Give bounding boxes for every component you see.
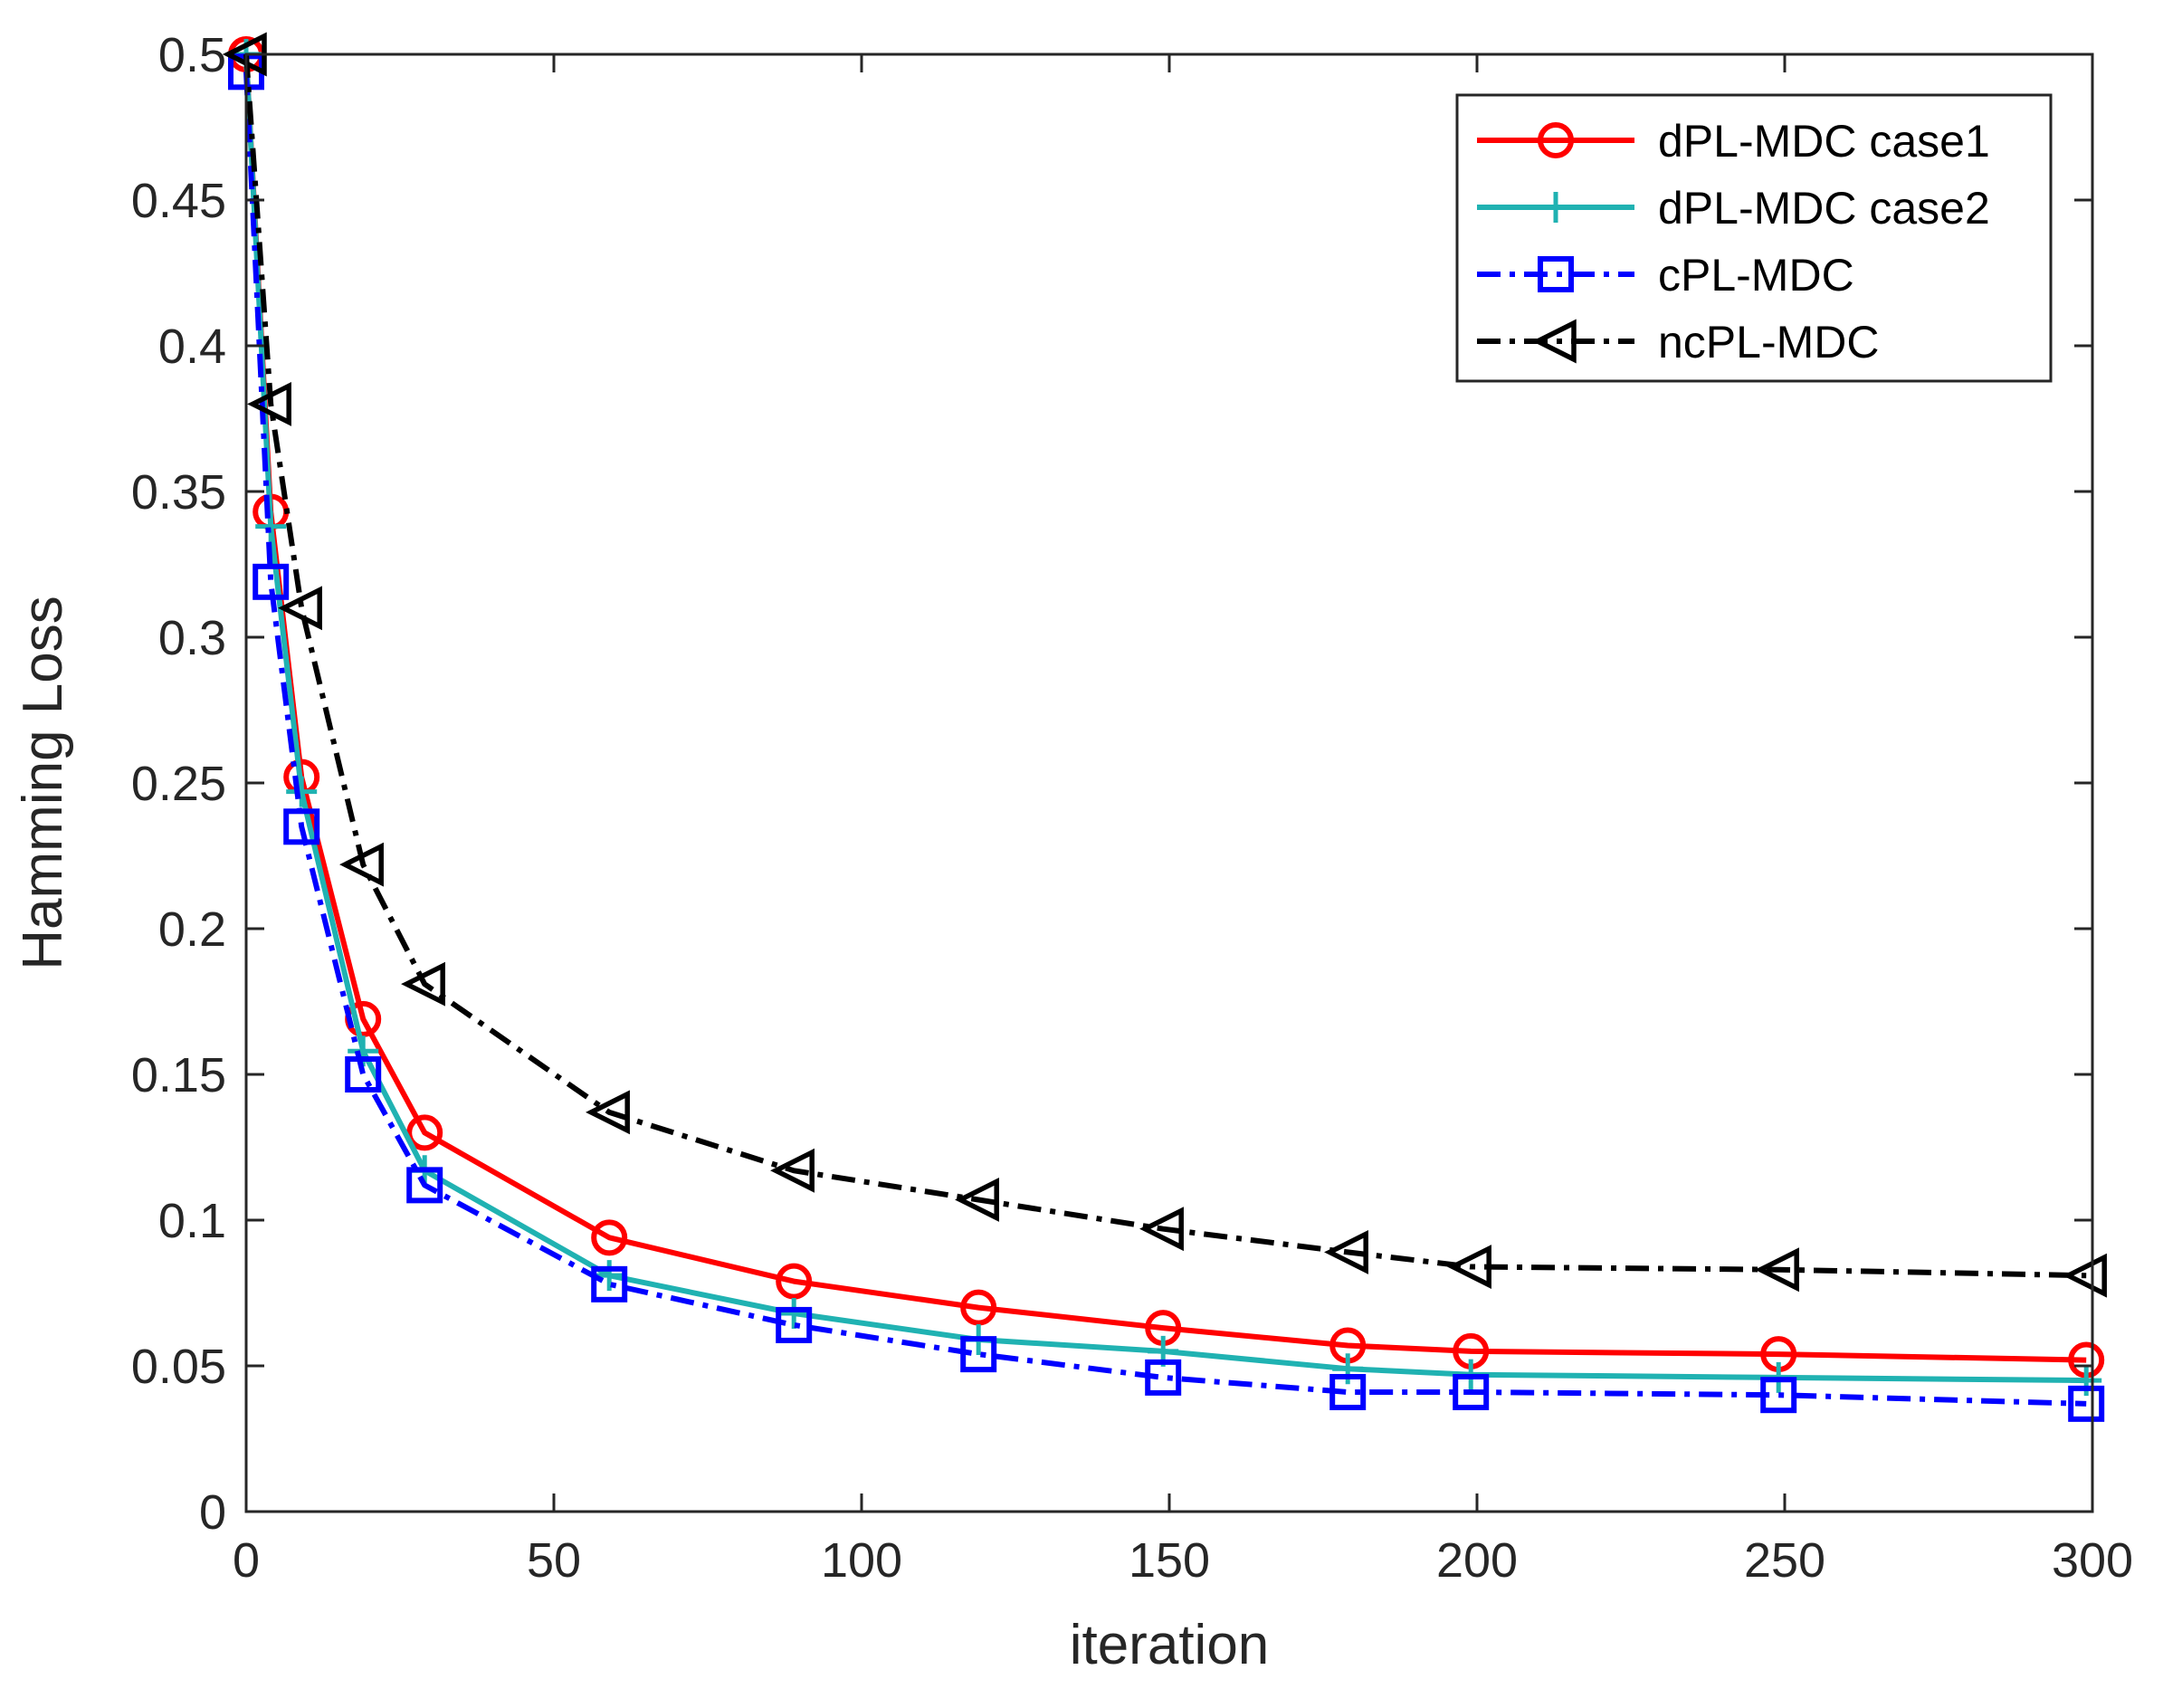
- y-tick-label: 0: [199, 1485, 226, 1540]
- circle-marker: [776, 1263, 813, 1300]
- legend-label: cPL-MDC: [1658, 250, 1854, 301]
- triangle-left-marker: [2063, 1253, 2107, 1298]
- y-tick-label: 0.45: [131, 174, 226, 228]
- x-tick-label: 250: [1744, 1533, 1825, 1588]
- circle-marker: [591, 1219, 628, 1256]
- plus-marker: [778, 1298, 810, 1330]
- y-tick-label: 0.05: [131, 1340, 226, 1394]
- legend-label: dPL-MDC case1: [1658, 116, 1990, 167]
- square-marker: [1453, 1373, 1490, 1410]
- square-marker: [345, 1056, 382, 1093]
- x-tick-label: 150: [1129, 1533, 1210, 1588]
- legend-entry: dPL-MDC case2: [1477, 183, 1990, 234]
- x-axis-title: iteration: [1070, 1614, 1270, 1676]
- y-tick-label: 0.15: [131, 1048, 226, 1102]
- y-tick-label: 0.35: [131, 465, 226, 520]
- square-marker: [2068, 1385, 2105, 1422]
- triangle-left-marker: [1324, 1229, 1368, 1274]
- legend-entry: cPL-MDC: [1477, 250, 1854, 301]
- square-marker: [1538, 256, 1574, 292]
- series-cpl-mdc: [228, 53, 2105, 1422]
- legend-label: dPL-MDC case2: [1658, 183, 1990, 234]
- triangle-left-marker: [401, 961, 445, 1007]
- triangle-left-marker: [586, 1090, 630, 1135]
- circle-marker: [406, 1114, 443, 1151]
- legend-label: ncPL-MDC: [1658, 317, 1879, 367]
- square-marker: [960, 1336, 997, 1373]
- legend-entry: ncPL-MDC: [1477, 317, 1879, 367]
- y-tick-label: 0.2: [158, 902, 226, 957]
- y-tick-label: 0.3: [158, 611, 226, 665]
- x-tick-label: 200: [1436, 1533, 1518, 1588]
- circle-marker: [960, 1289, 997, 1326]
- triangle-left-marker: [1755, 1247, 1799, 1293]
- x-tick-label: 100: [821, 1533, 902, 1588]
- series-layer: [222, 32, 2107, 1422]
- plus-marker: [1540, 192, 1571, 223]
- triangle-left-marker: [770, 1148, 815, 1193]
- y-tick-label: 0.4: [158, 320, 226, 374]
- plus-marker: [594, 1260, 625, 1292]
- legend-entry: dPL-MDC case1: [1477, 116, 1990, 167]
- square-marker: [776, 1306, 813, 1343]
- square-marker: [406, 1167, 443, 1204]
- y-tick-label: 0.1: [158, 1194, 226, 1248]
- triangle-left-marker: [955, 1178, 999, 1222]
- plus-marker: [255, 510, 287, 542]
- circle-marker: [1538, 122, 1574, 158]
- y-tick-label: 0.5: [158, 28, 226, 82]
- square-marker: [1760, 1377, 1797, 1414]
- plus-marker: [286, 776, 318, 807]
- triangle-left-marker: [1447, 1245, 1491, 1289]
- triangle-left-marker: [278, 586, 322, 631]
- square-marker: [253, 563, 290, 600]
- triangle-left-marker: [1139, 1207, 1184, 1252]
- square-marker: [283, 808, 320, 845]
- x-tick-label: 0: [233, 1533, 260, 1588]
- series-ncpl-mdc: [222, 32, 2107, 1298]
- triangle-left-marker: [339, 842, 384, 887]
- y-tick-label: 0.25: [131, 757, 226, 811]
- square-marker: [1329, 1373, 1367, 1410]
- series-line: [243, 72, 2087, 1407]
- axes-layer: 0 50 100 150 200 250 300 0 0.05 0.1 0.15 0.2 0.25 0.3…: [131, 28, 2133, 1588]
- square-marker: [1145, 1359, 1182, 1396]
- x-tick-label: 300: [2052, 1533, 2133, 1588]
- triangle-left-marker: [247, 381, 291, 426]
- x-tick-label: 50: [527, 1533, 581, 1588]
- y-axis-title: Hamming Loss: [12, 596, 74, 969]
- triangle-left-marker: [1531, 319, 1577, 364]
- legend: dPL-MDC case1 dPL-MDC case2 cPL-MDC ncPL-MD…: [1455, 93, 2053, 383]
- square-marker: [591, 1265, 628, 1302]
- series-line: [243, 53, 2087, 1279]
